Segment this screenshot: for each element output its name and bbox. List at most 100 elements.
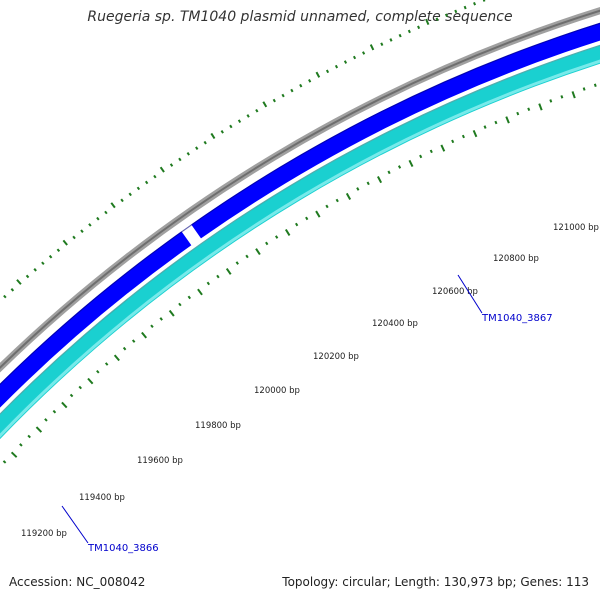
ruler-tick	[284, 228, 291, 236]
gene-labels: TM1040_3866 TM1040_3867	[61, 274, 553, 554]
ruler-tick	[419, 154, 423, 159]
ruler-tick	[113, 354, 120, 362]
ruler-tick	[527, 107, 531, 112]
gc-content-ticks	[3, 0, 486, 299]
ruler-tick	[216, 274, 220, 279]
ruler-tick	[168, 309, 175, 317]
ruler-tick	[87, 377, 94, 385]
ruler-tick	[560, 95, 564, 99]
ruler-tick	[335, 198, 339, 203]
ruler-tick	[356, 187, 360, 191]
gene-leader-line	[61, 505, 89, 544]
backbone-circle	[0, 7, 600, 373]
gene-label: TM1040_3867	[481, 313, 553, 324]
gc-tick	[380, 42, 384, 47]
ruler-label: 120800 bp	[493, 254, 539, 264]
ruler-tick	[96, 369, 100, 374]
gc-tick	[178, 157, 182, 162]
gc-tick	[33, 268, 37, 272]
ruler-tick	[235, 261, 239, 265]
gc-tick	[229, 124, 233, 129]
ruler-tick	[225, 267, 232, 275]
ruler-label: 120200 bp	[313, 352, 359, 362]
gc-tick	[104, 210, 108, 215]
gc-tick	[262, 101, 268, 108]
gc-tick	[343, 60, 348, 64]
ruler-tick	[440, 144, 446, 152]
ruler-tick	[377, 176, 383, 184]
ruler-tick	[19, 443, 23, 447]
ruler-tick	[451, 139, 455, 144]
ruler-tick	[159, 317, 163, 321]
map-title: Ruegeria sp. TM1040 plasmid unnamed, com…	[87, 9, 513, 25]
ruler-tick	[141, 331, 148, 339]
gene-label: TM1040_3866	[87, 543, 159, 554]
gc-tick	[308, 79, 312, 83]
ruler-tick	[315, 210, 321, 218]
gc-tick	[153, 174, 157, 179]
ruler-label: 119200 bp	[21, 529, 67, 539]
ruler-tick	[2, 460, 7, 464]
ruler-tick	[366, 181, 370, 186]
cds-forward-outline	[0, 22, 600, 386]
gc-tick	[473, 2, 477, 6]
gc-tick	[407, 29, 411, 34]
gc-tick	[62, 239, 68, 246]
ruler-tick	[27, 434, 31, 439]
ruler-tick	[387, 170, 391, 175]
gc-tick	[362, 51, 366, 55]
gc-tick	[444, 13, 448, 18]
gc-tick	[96, 216, 100, 221]
gc-tick	[3, 294, 7, 299]
gc-tick	[56, 248, 61, 253]
gc-tick	[398, 33, 402, 38]
ruler-tick	[305, 216, 309, 221]
gc-tick	[369, 44, 375, 51]
ruler-label: 120600 bp	[432, 287, 478, 297]
gc-tick	[195, 146, 199, 151]
gc-tick	[25, 274, 30, 279]
gc-tick	[159, 166, 165, 173]
cds-forward-gene-2	[191, 22, 600, 239]
ruler-tick	[505, 116, 510, 124]
gc-tick	[281, 93, 285, 98]
gc-tick	[454, 9, 458, 14]
cds-reverse-outline	[0, 44, 600, 415]
ruler-tick	[345, 192, 352, 200]
gc-tick	[352, 55, 357, 60]
ruler-tick	[122, 346, 127, 351]
ruler-tick	[78, 385, 82, 390]
ruler-tick	[265, 241, 269, 246]
ruler-tick	[593, 83, 597, 87]
ruler-tick	[206, 281, 211, 286]
ruler-tick	[35, 426, 43, 433]
ruler-label: 120400 bp	[372, 319, 418, 329]
ruler-tick	[325, 204, 329, 209]
gc-tick	[120, 198, 124, 203]
ruler-tick	[397, 165, 402, 169]
gc-tick	[237, 119, 242, 123]
ruler-tick	[274, 235, 279, 239]
gc-tick	[136, 186, 141, 191]
ruler-tick	[429, 149, 433, 154]
gc-tick	[425, 18, 430, 26]
ruler-tick	[582, 87, 586, 91]
cds-reverse-highlight	[0, 59, 600, 438]
cds-reverse-track	[0, 45, 600, 440]
ruler-tick	[197, 288, 203, 296]
gc-tick	[128, 192, 132, 197]
gc-tick	[10, 288, 15, 292]
gc-tick	[255, 108, 259, 113]
ruler-tick	[295, 222, 299, 227]
gc-tick	[80, 229, 84, 233]
ruler-tick	[538, 103, 543, 111]
gc-tick	[41, 261, 45, 266]
feature-tracks	[0, 7, 600, 440]
gc-tick	[144, 180, 149, 185]
gc-tick	[88, 223, 92, 227]
backbone-circle-core	[0, 9, 600, 370]
gc-tick	[325, 69, 330, 74]
gc-tick	[169, 163, 174, 167]
ruler-tick	[44, 418, 48, 422]
